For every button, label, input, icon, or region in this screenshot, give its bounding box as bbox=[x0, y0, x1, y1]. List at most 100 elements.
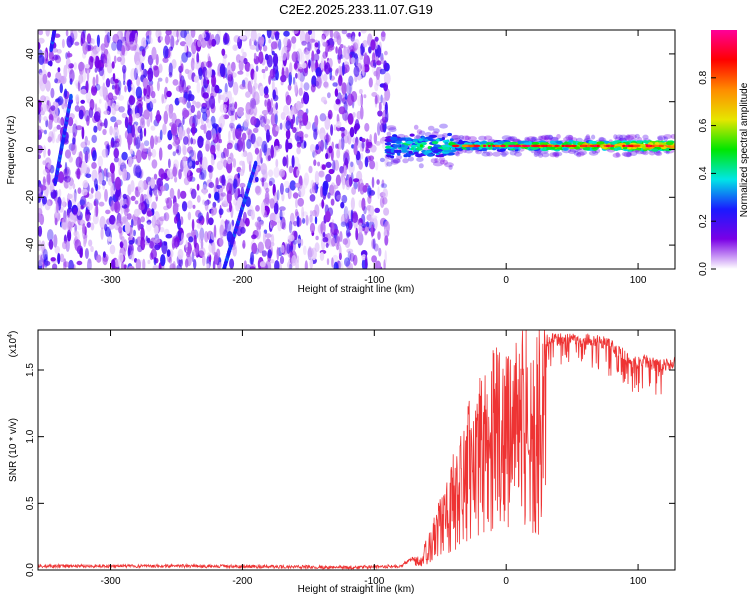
noise-blob bbox=[317, 161, 321, 167]
noise-blob bbox=[257, 241, 264, 254]
signal-halo bbox=[565, 134, 573, 140]
colorbar-tick-label: 0.4 bbox=[698, 166, 709, 180]
x-tick-label: -200 bbox=[232, 576, 252, 587]
noise-blob bbox=[40, 103, 47, 113]
signal-peak bbox=[593, 144, 598, 148]
signal-halo bbox=[507, 136, 515, 142]
noise-blob bbox=[187, 93, 191, 102]
noise-blob bbox=[127, 104, 131, 114]
noise-blob bbox=[309, 213, 313, 223]
noise-blob bbox=[322, 182, 328, 197]
noise-blob bbox=[379, 157, 385, 163]
noise-blob bbox=[245, 264, 251, 269]
noise-blob bbox=[384, 155, 389, 168]
noise-blob bbox=[363, 94, 367, 99]
noise-blob bbox=[51, 48, 59, 53]
noise-blob bbox=[172, 79, 179, 86]
noise-blob bbox=[248, 108, 254, 115]
noise-blob bbox=[171, 236, 175, 250]
streak-mark bbox=[53, 22, 57, 28]
noise-blob bbox=[306, 41, 311, 52]
noise-blob bbox=[93, 125, 98, 133]
signal-halo bbox=[648, 150, 656, 156]
noise-blob bbox=[220, 192, 226, 197]
noise-blob bbox=[333, 228, 340, 236]
signal-mark bbox=[572, 141, 577, 145]
noise-blob bbox=[146, 237, 151, 244]
signal-mark bbox=[488, 146, 493, 150]
y-tick-label: 0.0 bbox=[25, 563, 36, 577]
noise-blob bbox=[224, 219, 228, 230]
noise-blob bbox=[85, 64, 90, 69]
signal-mark bbox=[444, 141, 449, 145]
noise-blob bbox=[45, 182, 50, 196]
colorbar-tick-label: 0.8 bbox=[698, 70, 709, 84]
noise-blob bbox=[330, 198, 335, 206]
signal-mark bbox=[636, 147, 642, 151]
noise-blob bbox=[114, 83, 118, 89]
noise-blob bbox=[109, 125, 113, 136]
noise-blob bbox=[370, 205, 375, 216]
noise-blob bbox=[87, 258, 92, 264]
noise-blob bbox=[250, 116, 257, 126]
snr-y-ticks: 0.0 0.5 1.0 1.5 bbox=[25, 363, 675, 577]
noise-blob bbox=[351, 186, 356, 195]
noise-blob bbox=[331, 257, 334, 268]
signal-mark bbox=[562, 147, 569, 151]
noise-blob bbox=[67, 53, 73, 58]
snr-panel: -300 -200 -100 0 100 0.0 0.5 1.0 1.5 Height of … bbox=[7, 329, 676, 595]
noise-blob bbox=[333, 38, 338, 43]
noise-blob bbox=[297, 71, 301, 80]
streak-mark bbox=[56, 9, 60, 15]
colorbar-label: Normalized spectral amplitude bbox=[739, 82, 750, 217]
noise-blob bbox=[320, 185, 323, 198]
noise-blob bbox=[255, 41, 260, 52]
noise-blob bbox=[97, 118, 103, 132]
noise-blob bbox=[119, 241, 124, 249]
noise-blob bbox=[224, 82, 228, 95]
noise-blob bbox=[83, 146, 90, 155]
noise-blob bbox=[271, 50, 275, 56]
noise-blob bbox=[272, 89, 277, 100]
noise-blob bbox=[296, 255, 300, 264]
noise-blob bbox=[254, 147, 260, 155]
noise-blob bbox=[345, 222, 350, 230]
noise-blob bbox=[341, 82, 347, 95]
noise-blob bbox=[166, 249, 171, 257]
noise-blob bbox=[229, 201, 232, 213]
noise-blob bbox=[171, 59, 177, 69]
noise-blob bbox=[102, 82, 106, 96]
noise-blob bbox=[343, 46, 351, 60]
noise-blob bbox=[110, 200, 115, 212]
noise-blob bbox=[345, 32, 353, 38]
noise-blob bbox=[255, 205, 260, 212]
signal-mark bbox=[644, 140, 650, 144]
noise-blob bbox=[336, 148, 341, 159]
noise-blob bbox=[239, 169, 245, 177]
noise-blob bbox=[287, 84, 292, 91]
noise-blob bbox=[285, 120, 292, 131]
noise-blob bbox=[196, 223, 203, 229]
signal-mark bbox=[413, 138, 419, 142]
noise-blob bbox=[208, 217, 214, 226]
noise-blob bbox=[199, 227, 205, 241]
noise-blob bbox=[143, 109, 151, 120]
noise-blob bbox=[364, 122, 370, 132]
noise-blob bbox=[278, 144, 282, 150]
noise-blob bbox=[364, 231, 368, 236]
noise-blob bbox=[338, 139, 342, 150]
noise-blob bbox=[55, 189, 58, 197]
noise-blob bbox=[384, 235, 389, 246]
noise-blob bbox=[82, 223, 86, 235]
noise-blob bbox=[78, 62, 86, 71]
noise-blob bbox=[337, 74, 343, 87]
noise-blob bbox=[114, 200, 121, 214]
noise-blob bbox=[106, 218, 112, 225]
noise-blob bbox=[188, 236, 194, 243]
signal-peak bbox=[532, 144, 541, 148]
noise-blob bbox=[365, 138, 369, 151]
noise-blob bbox=[126, 213, 132, 220]
noise-blob bbox=[83, 238, 87, 248]
noise-blob bbox=[156, 220, 161, 225]
streak-mark bbox=[55, 13, 59, 19]
